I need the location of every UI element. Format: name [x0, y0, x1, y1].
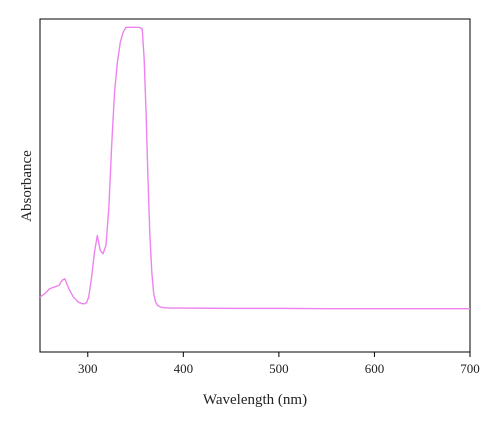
absorbance-series-line-0	[39, 26, 470, 310]
x-axis-title: Wavelength (nm)	[203, 392, 307, 408]
x-axis-tick-labels: 300 400 500 600 700	[78, 361, 480, 376]
y-axis-title: Absorbance	[19, 150, 35, 222]
plot-frame	[39, 18, 471, 353]
x-tick-label-700: 700	[460, 361, 480, 376]
x-tick-label-400: 400	[174, 361, 194, 376]
series-layer	[39, 26, 470, 310]
x-tick-label-500: 500	[269, 361, 289, 376]
x-tick-label-600: 600	[365, 361, 385, 376]
x-axis-ticks	[87, 352, 471, 357]
x-tick-label-300: 300	[78, 361, 98, 376]
